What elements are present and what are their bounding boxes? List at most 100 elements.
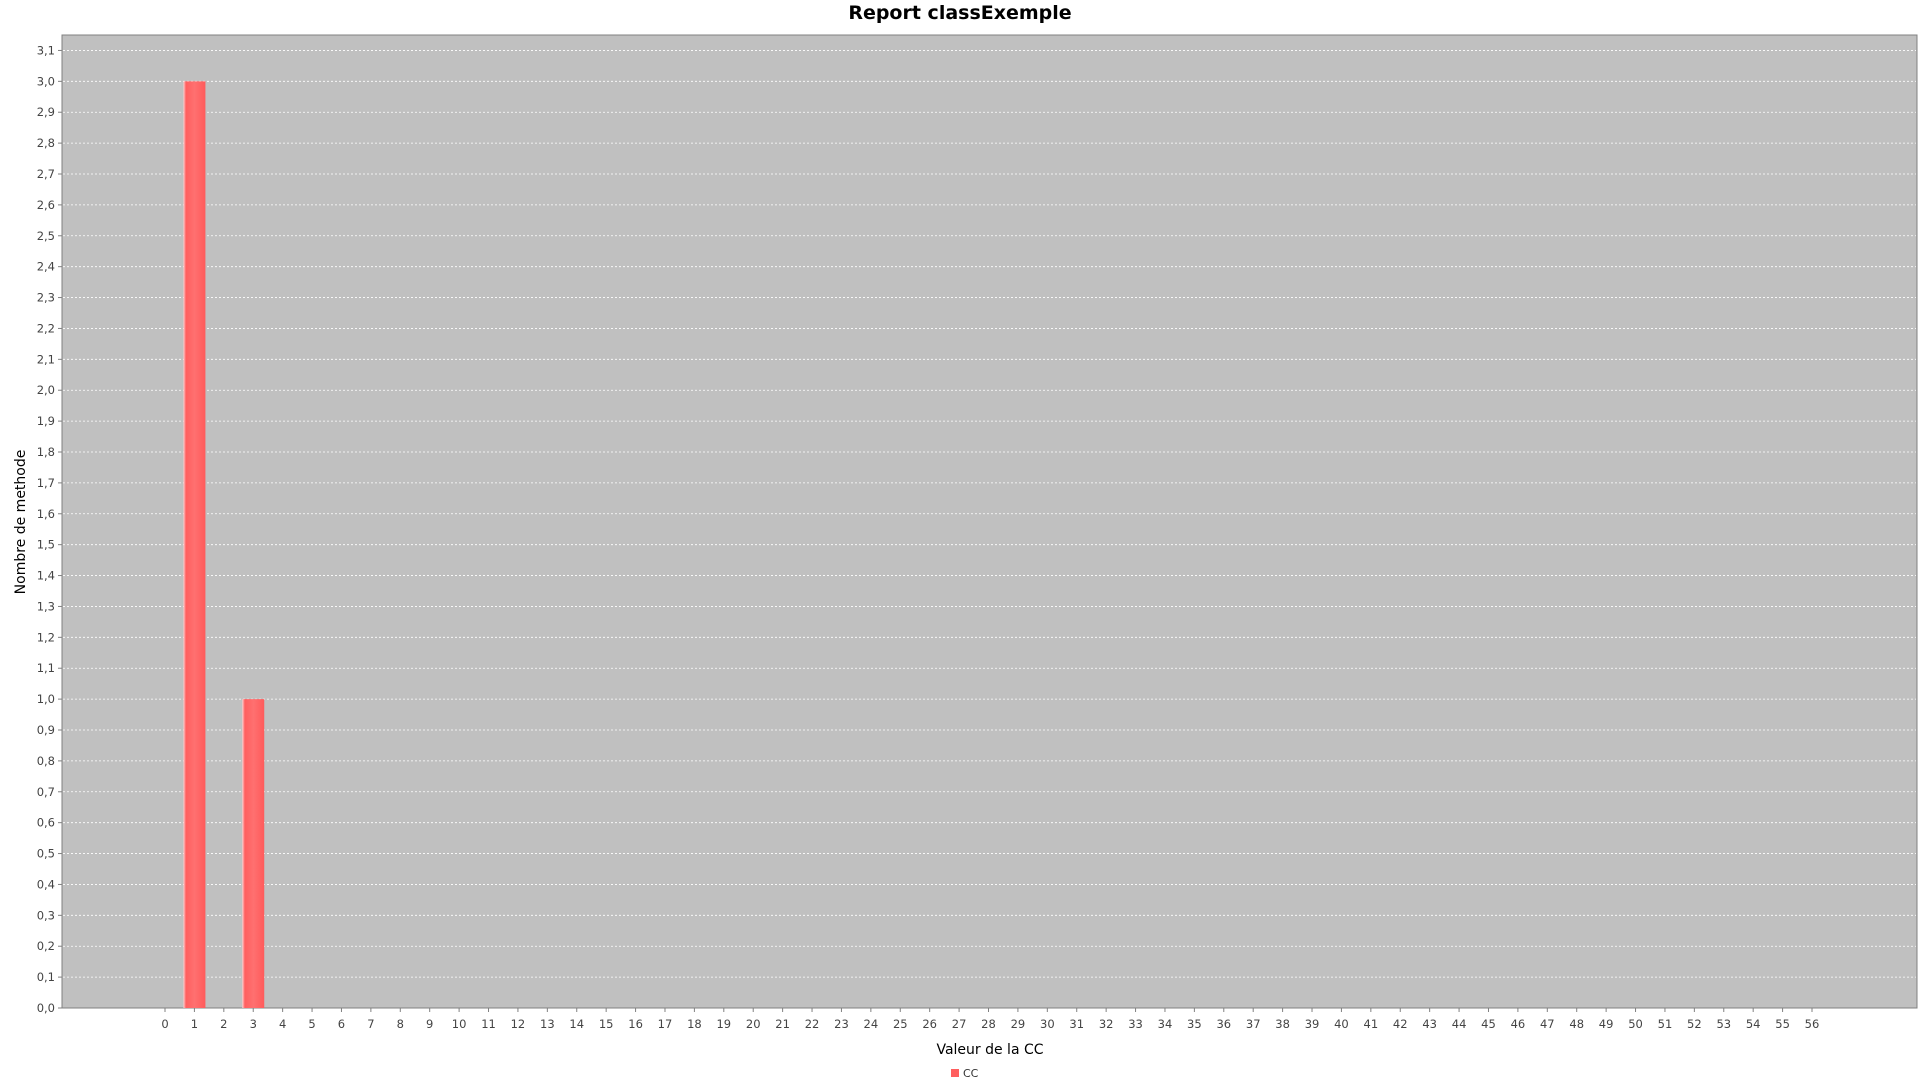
- x-tick-label: 38: [1275, 1017, 1290, 1031]
- x-tick-label: 28: [981, 1017, 996, 1031]
- x-tick-label: 3: [250, 1017, 257, 1031]
- x-tick-label: 44: [1452, 1017, 1467, 1031]
- x-tick-label: 4: [279, 1017, 286, 1031]
- x-tick-label: 0: [161, 1017, 168, 1031]
- x-tick-label: 26: [922, 1017, 937, 1031]
- y-tick-label: 1,2: [37, 630, 55, 644]
- x-tick-label: 47: [1540, 1017, 1555, 1031]
- legend-label: CC: [963, 1067, 979, 1080]
- y-axis-label: Nombre de methode: [13, 450, 29, 595]
- x-tick-label: 48: [1569, 1017, 1584, 1031]
- y-tick-label: 2,6: [37, 198, 55, 212]
- y-tick-label: 2,5: [37, 229, 55, 243]
- x-tick-label: 22: [805, 1017, 820, 1031]
- y-tick-label: 2,9: [37, 105, 55, 119]
- x-axis: 0 1 2 3 4 5 6 7 8 9 10 11 12 13 14 15 16 17 18 19 20 21 22 23 24…: [161, 1008, 1819, 1031]
- x-tick-label: 29: [1011, 1017, 1026, 1031]
- x-tick-label: 54: [1746, 1017, 1761, 1031]
- y-tick-label: 1,7: [37, 476, 55, 490]
- y-tick-label: 1,1: [37, 661, 55, 675]
- y-tick-label: 2,0: [37, 383, 55, 397]
- x-tick-label: 11: [481, 1017, 496, 1031]
- x-tick-label: 19: [716, 1017, 731, 1031]
- x-tick-label: 36: [1216, 1017, 1231, 1031]
- y-tick-label: 2,7: [37, 167, 55, 181]
- x-tick-label: 35: [1187, 1017, 1202, 1031]
- bar: [242, 699, 265, 1008]
- y-tick-label: 0,8: [37, 754, 55, 768]
- y-tick-label: 2,8: [37, 136, 55, 150]
- x-tick-label: 50: [1628, 1017, 1643, 1031]
- x-tick-label: 9: [426, 1017, 433, 1031]
- x-tick-label: 37: [1246, 1017, 1261, 1031]
- x-tick-label: 39: [1305, 1017, 1320, 1031]
- x-tick-label: 8: [397, 1017, 404, 1031]
- y-tick-label: 2,2: [37, 321, 55, 335]
- y-tick-label: 0,7: [37, 785, 55, 799]
- x-tick-label: 25: [893, 1017, 908, 1031]
- x-tick-label: 13: [540, 1017, 555, 1031]
- y-tick-label: 1,9: [37, 414, 55, 428]
- y-tick-label: 0,2: [37, 939, 55, 953]
- x-tick-label: 30: [1040, 1017, 1055, 1031]
- x-tick-label: 12: [511, 1017, 526, 1031]
- y-tick-label: 3,1: [37, 43, 55, 57]
- x-tick-label: 34: [1158, 1017, 1173, 1031]
- y-tick-label: 1,3: [37, 599, 55, 613]
- x-tick-label: 2: [220, 1017, 227, 1031]
- y-tick-label: 3,0: [37, 74, 55, 88]
- x-tick-label: 6: [338, 1017, 345, 1031]
- y-tick-label: 1,4: [37, 569, 55, 583]
- y-tick-label: 0,3: [37, 908, 55, 922]
- y-tick-label: 1,0: [37, 692, 55, 706]
- legend-swatch: [951, 1069, 959, 1077]
- y-tick-label: 2,3: [37, 291, 55, 305]
- x-tick-label: 42: [1393, 1017, 1408, 1031]
- bar: [183, 81, 206, 1009]
- x-tick-label: 27: [952, 1017, 967, 1031]
- x-tick-label: 17: [658, 1017, 673, 1031]
- bars: [183, 81, 265, 1009]
- y-tick-label: 0,6: [37, 816, 55, 830]
- y-axis: 0,0 0,1 0,2 0,3 0,4 0,5 0,6 0,7 0,8 0,9 1,0 1,1 1,2 1…: [37, 43, 62, 1015]
- chart-title: Report classExemple: [848, 2, 1072, 24]
- x-tick-label: 31: [1069, 1017, 1084, 1031]
- x-tick-label: 56: [1805, 1017, 1820, 1031]
- x-tick-label: 51: [1658, 1017, 1673, 1031]
- x-tick-label: 43: [1422, 1017, 1437, 1031]
- x-tick-label: 55: [1775, 1017, 1790, 1031]
- x-tick-label: 49: [1599, 1017, 1614, 1031]
- y-tick-label: 1,5: [37, 538, 55, 552]
- legend: CC: [951, 1067, 979, 1080]
- gridlines: [63, 50, 1916, 978]
- x-tick-label: 20: [746, 1017, 761, 1031]
- x-tick-label: 7: [367, 1017, 374, 1031]
- x-tick-label: 23: [834, 1017, 849, 1031]
- x-tick-label: 40: [1334, 1017, 1349, 1031]
- x-tick-label: 46: [1511, 1017, 1526, 1031]
- y-tick-label: 1,6: [37, 507, 55, 521]
- x-tick-label: 16: [628, 1017, 643, 1031]
- x-tick-label: 1: [191, 1017, 198, 1031]
- y-tick-label: 0,1: [37, 970, 55, 984]
- x-tick-label: 45: [1481, 1017, 1496, 1031]
- x-tick-label: 5: [308, 1017, 315, 1031]
- x-axis-label: Valeur de la CC: [936, 1042, 1043, 1058]
- x-tick-label: 10: [452, 1017, 467, 1031]
- x-tick-label: 24: [864, 1017, 879, 1031]
- x-tick-label: 41: [1364, 1017, 1379, 1031]
- plot-area: [61, 34, 1918, 1009]
- y-tick-label: 1,8: [37, 445, 55, 459]
- x-tick-label: 15: [599, 1017, 614, 1031]
- x-tick-label: 18: [687, 1017, 702, 1031]
- x-tick-label: 33: [1128, 1017, 1143, 1031]
- y-tick-label: 0,4: [37, 877, 55, 891]
- x-tick-label: 21: [775, 1017, 790, 1031]
- y-tick-label: 2,1: [37, 352, 55, 366]
- y-tick-label: 0,5: [37, 847, 55, 861]
- x-tick-label: 53: [1716, 1017, 1731, 1031]
- x-tick-label: 32: [1099, 1017, 1114, 1031]
- y-tick-label: 0,0: [37, 1001, 55, 1015]
- y-tick-label: 2,4: [37, 260, 55, 274]
